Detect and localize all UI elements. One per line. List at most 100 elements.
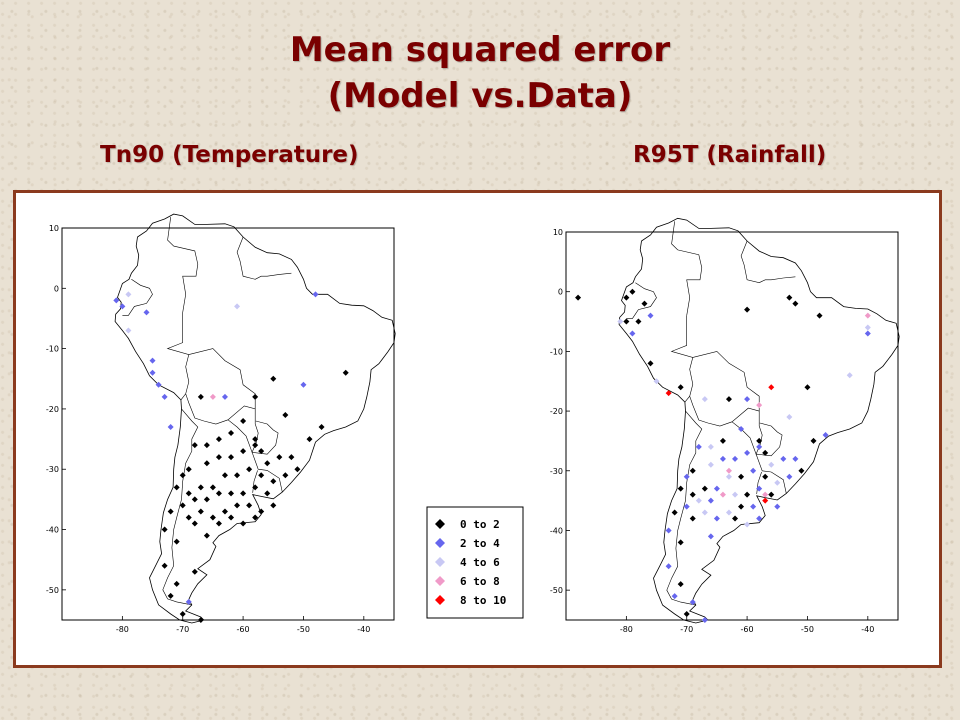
station-marker (762, 449, 769, 456)
station-marker (264, 490, 271, 497)
station-marker (816, 312, 823, 319)
x-tick-label: -60 (741, 625, 754, 634)
legend-swatch (435, 538, 445, 548)
station-marker (228, 514, 235, 521)
station-marker (671, 509, 678, 516)
station-marker (744, 449, 751, 456)
country-border (236, 236, 292, 280)
country-border (122, 279, 153, 316)
station-marker (756, 515, 763, 522)
station-marker (707, 461, 714, 468)
station-marker (738, 425, 745, 432)
station-marker (792, 300, 799, 307)
station-marker (677, 539, 684, 546)
station-marker (234, 502, 241, 509)
station-marker (312, 291, 319, 298)
country-border (740, 240, 796, 284)
station-marker (744, 306, 751, 313)
station-marker (623, 294, 630, 301)
station-marker (701, 396, 708, 403)
station-marker (228, 454, 235, 461)
station-marker (719, 455, 726, 462)
map-frame (565, 231, 899, 621)
station-marker (221, 393, 228, 400)
station-marker (744, 521, 751, 528)
station-marker (575, 294, 582, 301)
station-marker (179, 610, 186, 617)
station-marker (288, 454, 295, 461)
x-tick-label: -80 (116, 625, 129, 634)
station-marker (246, 502, 253, 509)
station-marker (665, 390, 672, 397)
x-tick-label: -50 (297, 625, 310, 634)
country-border (755, 453, 787, 494)
station-marker (228, 490, 235, 497)
station-marker (270, 502, 277, 509)
station-marker (864, 312, 871, 319)
station-marker (119, 303, 126, 310)
station-marker (792, 455, 799, 462)
station-marker (215, 520, 222, 527)
station-marker (641, 300, 648, 307)
station-marker (677, 485, 684, 492)
station-marker (161, 562, 168, 569)
y-tick-label: 10 (553, 228, 563, 237)
page-title-line2: (Model vs.Data) (327, 76, 633, 116)
station-marker (197, 393, 204, 400)
station-marker (191, 568, 198, 575)
station-marker (149, 369, 156, 376)
country-border (731, 421, 757, 455)
station-marker (738, 503, 745, 510)
map-frame (61, 227, 395, 621)
station-marker (725, 473, 732, 480)
station-marker (768, 461, 775, 468)
station-marker (221, 508, 228, 515)
station-marker (185, 514, 192, 521)
legend-label: 4 to 6 (460, 556, 500, 569)
right-panel-title: R95T (Rainfall) (633, 142, 827, 168)
station-marker (780, 455, 787, 462)
y-tick-label: -10 (550, 347, 563, 356)
station-marker (234, 472, 241, 479)
station-marker (846, 372, 853, 379)
country-border (756, 471, 762, 495)
station-marker (252, 484, 259, 491)
x-tick-label: -70 (680, 625, 693, 634)
station-marker (762, 491, 769, 498)
station-marker (629, 288, 636, 295)
country-border (755, 411, 783, 457)
station-marker (258, 448, 265, 455)
station-marker (240, 417, 247, 424)
legend-label: 6 to 8 (460, 575, 500, 588)
station-marker (774, 479, 781, 486)
station-marker (744, 491, 751, 498)
station-marker (786, 414, 793, 421)
country-border (252, 470, 258, 493)
station-marker (719, 491, 726, 498)
station-marker (864, 330, 871, 337)
station-marker (228, 430, 235, 437)
legend-label: 0 to 2 (460, 518, 500, 531)
station-marker (762, 497, 769, 504)
legend-swatch (435, 557, 445, 567)
station-marker (732, 515, 739, 522)
station-marker (270, 375, 277, 382)
station-marker (276, 454, 283, 461)
station-marker (810, 437, 817, 444)
country-border (251, 408, 279, 455)
station-marker (209, 484, 216, 491)
country-border (227, 419, 253, 453)
station-marker (185, 490, 192, 497)
station-marker (647, 360, 654, 367)
station-marker (282, 411, 289, 418)
station-marker (209, 393, 216, 400)
left-panel-title: Tn90 (Temperature) (100, 142, 359, 168)
station-marker (252, 393, 259, 400)
station-marker (756, 443, 763, 450)
station-marker (318, 424, 325, 431)
station-marker (683, 611, 690, 618)
station-marker (258, 508, 265, 515)
station-marker (197, 508, 204, 515)
station-marker (768, 384, 775, 391)
station-marker (240, 490, 247, 497)
